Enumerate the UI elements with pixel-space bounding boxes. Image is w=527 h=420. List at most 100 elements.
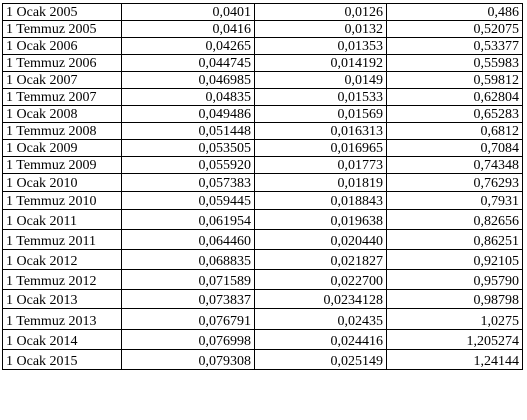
- value-cell-3: 0,92105: [386, 249, 523, 270]
- date-cell: 1 Ocak 2009: [2, 139, 122, 157]
- date-cell: 1 Temmuz 2012: [2, 269, 122, 290]
- value-cell-1: 0,061954: [121, 209, 255, 230]
- value-cell-2: 0,018843: [254, 191, 387, 210]
- date-cell: 1 Temmuz 2013: [2, 308, 122, 330]
- table-row: 1 Temmuz 2009 0,055920 0,01773 0,74348: [2, 156, 523, 174]
- value-cell-3: 1,205274: [386, 329, 523, 350]
- value-cell-1: 0,051448: [121, 122, 255, 140]
- date-cell: 1 Temmuz 2008: [2, 122, 122, 140]
- value-cell-2: 0,024416: [254, 329, 387, 350]
- table-row: 1 Temmuz 2008 0,051448 0,016313 0,6812: [2, 122, 523, 140]
- value-cell-1: 0,053505: [121, 139, 255, 157]
- value-cell-1: 0,064460: [121, 229, 255, 250]
- table-row: 1 Temmuz 2007 0,04835 0,01533 0,62804: [2, 88, 523, 106]
- value-cell-2: 0,019638: [254, 209, 387, 230]
- table-row: 1 Ocak 2006 0,04265 0,01353 0,53377: [2, 37, 523, 55]
- date-cell: 1 Temmuz 2006: [2, 54, 122, 72]
- value-cell-3: 0,59812: [386, 71, 523, 89]
- value-cell-2: 0,0234128: [254, 289, 387, 309]
- value-cell-3: 0,6812: [386, 122, 523, 140]
- value-cell-2: 0,014192: [254, 54, 387, 72]
- value-cell-1: 0,071589: [121, 269, 255, 290]
- table-row: 1 Ocak 2009 0,053505 0,016965 0,7084: [2, 139, 523, 157]
- date-cell: 1 Ocak 2013: [2, 289, 122, 309]
- date-cell: 1 Temmuz 2005: [2, 20, 122, 38]
- value-cell-2: 0,01533: [254, 88, 387, 106]
- date-cell: 1 Ocak 2015: [2, 349, 122, 370]
- value-cell-3: 0,98798: [386, 289, 523, 309]
- table-row: 1 Ocak 2012 0,068835 0,021827 0,92105: [2, 249, 523, 270]
- value-cell-1: 0,055920: [121, 156, 255, 174]
- value-cell-3: 0,82656: [386, 209, 523, 230]
- table-row: 1 Temmuz 2013 0,076791 0,02435 1,0275: [2, 308, 523, 330]
- value-cell-1: 0,049486: [121, 105, 255, 123]
- value-cell-1: 0,068835: [121, 249, 255, 270]
- table-row: 1 Temmuz 2010 0,059445 0,018843 0,7931: [2, 191, 523, 210]
- value-cell-3: 0,53377: [386, 37, 523, 55]
- value-cell-1: 0,076791: [121, 308, 255, 330]
- value-cell-2: 0,0149: [254, 71, 387, 89]
- table-row: 1 Ocak 2010 0,057383 0,01819 0,76293: [2, 173, 523, 192]
- value-cell-1: 0,04835: [121, 88, 255, 106]
- value-cell-3: 0,55983: [386, 54, 523, 72]
- table-row: 1 Temmuz 2006 0,044745 0,014192 0,55983: [2, 54, 523, 72]
- value-cell-2: 0,01819: [254, 173, 387, 192]
- value-cell-2: 0,016313: [254, 122, 387, 140]
- table-row: 1 Ocak 2013 0,073837 0,0234128 0,98798: [2, 289, 523, 309]
- value-cell-2: 0,0126: [254, 3, 387, 21]
- value-cell-2: 0,016965: [254, 139, 387, 157]
- rates-table: 1 Ocak 2005 0,0401 0,0126 0,486 1 Temmuz 200…: [2, 3, 523, 370]
- date-cell: 1 Ocak 2006: [2, 37, 122, 55]
- date-cell: 1 Temmuz 2011: [2, 229, 122, 250]
- table-row: 1 Temmuz 2012 0,071589 0,022700 0,95790: [2, 269, 523, 290]
- value-cell-3: 0,76293: [386, 173, 523, 192]
- date-cell: 1 Ocak 2005: [2, 3, 122, 21]
- table-row: 1 Ocak 2007 0,046985 0,0149 0,59812: [2, 71, 523, 89]
- value-cell-1: 0,076998: [121, 329, 255, 350]
- table-row: 1 Ocak 2014 0,076998 0,024416 1,205274: [2, 329, 523, 350]
- value-cell-2: 0,01569: [254, 105, 387, 123]
- table-row: 1 Ocak 2008 0,049486 0,01569 0,65283: [2, 105, 523, 123]
- value-cell-2: 0,02435: [254, 308, 387, 330]
- table-row: 1 Temmuz 2011 0,064460 0,020440 0,86251: [2, 229, 523, 250]
- value-cell-3: 0,52075: [386, 20, 523, 38]
- value-cell-1: 0,044745: [121, 54, 255, 72]
- value-cell-3: 0,74348: [386, 156, 523, 174]
- value-cell-3: 0,86251: [386, 229, 523, 250]
- date-cell: 1 Temmuz 2010: [2, 191, 122, 210]
- date-cell: 1 Ocak 2012: [2, 249, 122, 270]
- date-cell: 1 Ocak 2010: [2, 173, 122, 192]
- value-cell-2: 0,01773: [254, 156, 387, 174]
- value-cell-1: 0,079308: [121, 349, 255, 370]
- value-cell-1: 0,0401: [121, 3, 255, 21]
- value-cell-2: 0,020440: [254, 229, 387, 250]
- value-cell-3: 0,65283: [386, 105, 523, 123]
- value-cell-1: 0,046985: [121, 71, 255, 89]
- date-cell: 1 Ocak 2008: [2, 105, 122, 123]
- table-body: 1 Ocak 2005 0,0401 0,0126 0,486 1 Temmuz 200…: [2, 3, 523, 370]
- table-row: 1 Ocak 2011 0,061954 0,019638 0,82656: [2, 209, 523, 230]
- value-cell-3: 0,62804: [386, 88, 523, 106]
- value-cell-3: 1,0275: [386, 308, 523, 330]
- value-cell-3: 0,7084: [386, 139, 523, 157]
- value-cell-1: 0,0416: [121, 20, 255, 38]
- date-cell: 1 Ocak 2011: [2, 209, 122, 230]
- value-cell-2: 0,0132: [254, 20, 387, 38]
- value-cell-2: 0,025149: [254, 349, 387, 370]
- date-cell: 1 Ocak 2007: [2, 71, 122, 89]
- value-cell-1: 0,059445: [121, 191, 255, 210]
- date-cell: 1 Ocak 2014: [2, 329, 122, 350]
- value-cell-1: 0,057383: [121, 173, 255, 192]
- value-cell-3: 0,7931: [386, 191, 523, 210]
- value-cell-3: 0,95790: [386, 269, 523, 290]
- date-cell: 1 Temmuz 2007: [2, 88, 122, 106]
- value-cell-2: 0,022700: [254, 269, 387, 290]
- date-cell: 1 Temmuz 2009: [2, 156, 122, 174]
- table-row: 1 Ocak 2005 0,0401 0,0126 0,486: [2, 3, 523, 21]
- value-cell-2: 0,021827: [254, 249, 387, 270]
- value-cell-3: 0,486: [386, 3, 523, 21]
- value-cell-1: 0,073837: [121, 289, 255, 309]
- value-cell-2: 0,01353: [254, 37, 387, 55]
- value-cell-1: 0,04265: [121, 37, 255, 55]
- table-row: 1 Ocak 2015 0,079308 0,025149 1,24144: [2, 349, 523, 370]
